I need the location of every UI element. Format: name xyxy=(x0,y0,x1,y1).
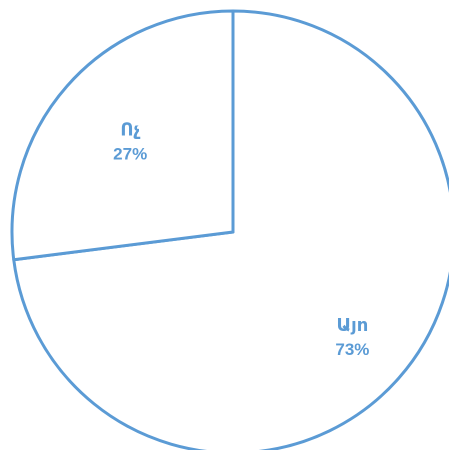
pie-slice-2-category-label: Ոչ xyxy=(120,119,140,139)
pie-slice-1-category-label: Այո xyxy=(337,315,369,335)
pie-labels: Այո 73% Ոչ 27% xyxy=(113,119,369,359)
pie-slice-2 xyxy=(10,9,235,262)
pie-slice-2-percent-label: 27% xyxy=(113,144,147,163)
pie-slice-1 xyxy=(12,9,449,450)
pie-slices xyxy=(10,9,449,450)
pie-slice-1-percent-label: 73% xyxy=(335,340,369,359)
